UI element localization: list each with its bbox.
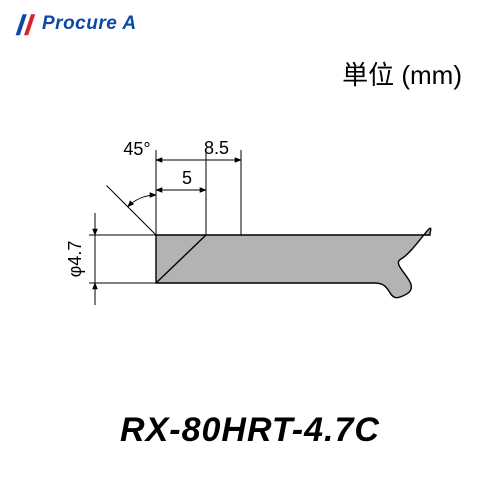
tip-body xyxy=(156,228,431,298)
unit-label: 単位 (mm) xyxy=(342,55,462,92)
logo-text: Procure A xyxy=(42,13,137,35)
dim-top-outer-value: 8.5 xyxy=(204,138,229,158)
dim-angle: 45° xyxy=(30,105,156,235)
extension-lines xyxy=(156,150,241,235)
dim-diameter: φ4.7 xyxy=(65,213,156,305)
logo-mark-icon xyxy=(10,10,38,38)
dim-top-outer: 8.5 xyxy=(156,138,241,160)
tip-diagram: 8.5 5 45° φ4.7 xyxy=(30,105,470,355)
dim-angle-value: 45° xyxy=(123,139,150,159)
part-number: RX-80HRT-4.7C xyxy=(120,411,380,450)
dim-diameter-value: φ4.7 xyxy=(65,241,85,278)
brand-logo: Procure A xyxy=(10,10,137,38)
dim-top-inner: 5 xyxy=(156,168,206,190)
dim-top-inner-value: 5 xyxy=(182,168,192,188)
